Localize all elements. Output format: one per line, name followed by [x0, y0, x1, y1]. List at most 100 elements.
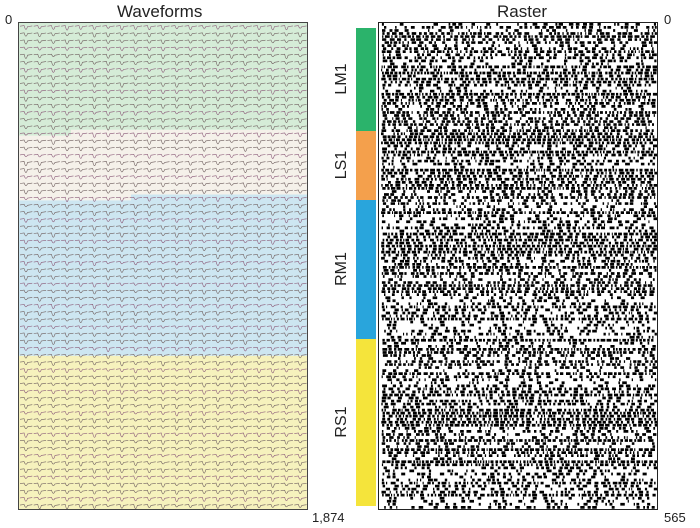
- raster-spike-row: [381, 132, 653, 136]
- raster-spike-row: [381, 305, 656, 309]
- raster-spike-row: [382, 171, 657, 175]
- waveform-trace-row: [19, 468, 307, 474]
- raster-spike-row: [382, 384, 656, 388]
- raster-spike-row: [381, 44, 653, 48]
- raster-spike-row: [382, 247, 657, 251]
- raster-spike-row: [386, 332, 657, 336]
- raster-spike-row: [388, 223, 646, 227]
- waveform-trace-row: [19, 189, 307, 195]
- raster-title: Raster: [497, 2, 548, 21]
- waveform-trace-row: [19, 275, 307, 281]
- raster-spike-row: [382, 238, 657, 242]
- raster-spike-row: [387, 378, 657, 382]
- region-color-bar: [356, 28, 376, 506]
- waveform-trace-row: [19, 225, 307, 231]
- raster-spike-row: [382, 232, 657, 236]
- raster-spike-row: [387, 144, 657, 148]
- raster-spike-row: [396, 366, 657, 369]
- waveform-trace-row: [19, 282, 307, 288]
- raster-spike-row: [382, 147, 655, 151]
- raster-spike-row: [382, 74, 654, 78]
- raster-spike-row: [381, 141, 653, 145]
- waveform-trace-row: [19, 203, 307, 209]
- region-segment-rs1: [356, 338, 376, 506]
- raster-spike-row: [382, 423, 657, 427]
- raster-spike-row: [386, 475, 626, 479]
- raster-spike-row: [382, 47, 654, 51]
- raster-spike-row: [382, 317, 656, 321]
- raster-spike-row: [394, 263, 650, 266]
- raster-spike-row: [381, 272, 653, 275]
- raster-spike-row: [381, 168, 655, 172]
- waveform-trace-row: [19, 218, 307, 224]
- waveform-band-rm1: [19, 194, 307, 356]
- raster-spike-row: [390, 335, 654, 339]
- raster-spike-row: [386, 323, 645, 327]
- raster-spike-row: [381, 244, 657, 248]
- raster-spike-row: [382, 369, 653, 373]
- raster-spike-row: [382, 411, 657, 415]
- raster-spike-row: [390, 62, 644, 66]
- raster-spike-row: [382, 32, 657, 35]
- raster-spike-row: [385, 296, 645, 300]
- raster-spike-row: [383, 253, 654, 257]
- raster-spike-row: [382, 448, 655, 452]
- raster-spike-row: [381, 184, 657, 187]
- raster-spike-row: [382, 120, 652, 123]
- raster-spike-row: [391, 190, 655, 193]
- raster-spike-row: [383, 269, 657, 272]
- raster-spike-row: [382, 38, 653, 41]
- raster-spike-row: [382, 351, 653, 354]
- waveform-trace-row: [19, 339, 307, 345]
- raster-spike-row: [383, 153, 657, 157]
- raster-spike-row: [386, 445, 656, 448]
- waveform-trace-row: [19, 346, 307, 352]
- raster-spike-row: [382, 341, 650, 345]
- raster-spike-row: [381, 281, 652, 284]
- raster-spike-row: [381, 50, 655, 54]
- waveform-trace-row: [19, 96, 307, 102]
- region-label-ls1: LS1: [333, 151, 350, 180]
- region-segment-ls1: [356, 130, 376, 201]
- raster-spike-row: [382, 126, 647, 130]
- waveform-trace-row: [19, 489, 307, 495]
- raster-spike-row: [382, 266, 657, 269]
- waveform-trace-row: [19, 318, 307, 324]
- raster-spike-row: [399, 229, 656, 233]
- raster-spike-row: [381, 108, 644, 111]
- waveform-trace-row: [19, 304, 307, 310]
- raster-spike-row: [381, 95, 651, 99]
- raster-spike-row: [381, 463, 656, 467]
- waveform-trace-row: [19, 25, 307, 31]
- raster-spike-row: [389, 496, 650, 500]
- raster-spike-row: [381, 177, 654, 181]
- waveform-trace-row: [19, 382, 307, 388]
- waveform-trace-row: [19, 354, 307, 359]
- waveform-trace-row: [19, 311, 307, 317]
- raster-spike-row: [383, 405, 652, 409]
- raster-spike-row: [386, 427, 656, 430]
- waveform-trace-row: [19, 118, 307, 124]
- raster-spike-row: [386, 499, 645, 503]
- waveform-trace-row: [19, 454, 307, 460]
- raster-spike-row: [385, 89, 648, 93]
- raster-spike-row: [381, 396, 653, 400]
- raster-spike-row: [384, 363, 656, 366]
- waveform-trace-row: [19, 261, 307, 267]
- waveform-trace-row: [19, 211, 307, 217]
- raster-spike-row: [383, 98, 656, 102]
- waveform-trace-row: [19, 39, 307, 45]
- waveform-trace-row: [19, 432, 307, 438]
- waveform-trace-row: [19, 132, 307, 138]
- raster-spike-row: [382, 187, 655, 190]
- raster-spike-row: [381, 302, 653, 306]
- waveforms-y-start-label: 0: [5, 12, 13, 27]
- raster-spike-row: [381, 208, 654, 212]
- raster-spike-row: [386, 360, 657, 363]
- region-label-rs1: RS1: [333, 406, 350, 438]
- raster-spike-row: [381, 314, 649, 318]
- raster-spike-row: [381, 433, 657, 436]
- waveform-trace-row: [19, 146, 307, 152]
- raster-spike-row: [382, 111, 657, 114]
- raster-spike-row: [381, 402, 655, 406]
